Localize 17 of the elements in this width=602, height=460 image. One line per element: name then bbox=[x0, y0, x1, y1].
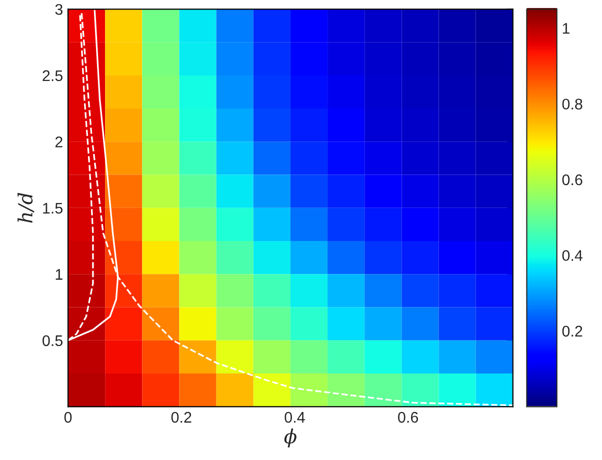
y-axis-title: h/d bbox=[18, 192, 34, 223]
x-tick-label: 0.6 bbox=[398, 412, 418, 423]
x-tick-label: 0.4 bbox=[284, 412, 305, 423]
y-tick-label: 0.5 bbox=[42, 335, 63, 346]
color-bar-label: 0.8 bbox=[562, 98, 582, 110]
x-axis-title: ϕ bbox=[284, 428, 296, 448]
y-tick-label: 1 bbox=[56, 269, 62, 280]
x-tick-label: 0.2 bbox=[171, 412, 192, 423]
y-tick-label: 3 bbox=[55, 4, 62, 15]
y-tick-label: 2.5 bbox=[42, 70, 63, 82]
y-tick-label: 1.5 bbox=[43, 202, 63, 214]
x-tick-label: 0 bbox=[64, 412, 72, 423]
color-bar-label: 0.2 bbox=[562, 326, 582, 337]
color-bar-label: 0.6 bbox=[562, 174, 582, 186]
y-tick-label: 2 bbox=[55, 136, 62, 148]
color-bar-label: 0.4 bbox=[562, 250, 582, 261]
color-bar-label: 1 bbox=[562, 23, 570, 34]
